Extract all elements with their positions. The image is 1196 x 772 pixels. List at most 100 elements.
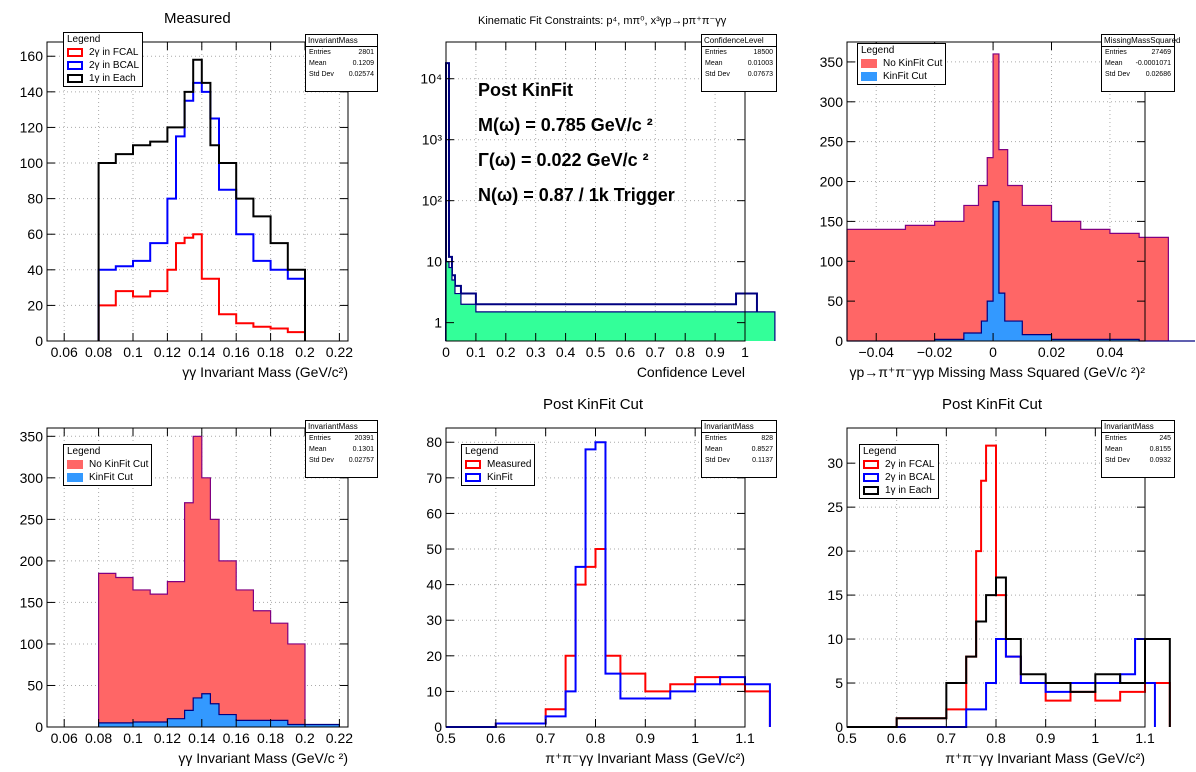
legend-item: 2γ in BCAL: [67, 59, 139, 72]
legend-swatch: [465, 460, 481, 469]
x-tick-label: 0.4: [556, 344, 576, 360]
y-tick-label: 10³: [422, 132, 443, 148]
x-axis-label: π⁺π⁻γγ Invariant Mass (GeV/c²): [945, 750, 1145, 766]
y-tick-label: 0: [35, 719, 43, 735]
legend-label: 2γ in FCAL: [89, 47, 139, 58]
x-tick-label: 0.2: [295, 344, 315, 360]
x-axis-label: γp→π⁺π⁻γγp Missing Mass Squared (GeV/c ²…: [849, 364, 1145, 380]
legend: Legend 2γ in FCAL 2γ in BCAL 1γ in Each: [859, 444, 940, 499]
stats-key: Entries: [1105, 49, 1127, 56]
y-tick-label: 140: [20, 84, 44, 100]
stats-value: 0.02757: [348, 457, 374, 464]
stats-row: Entries 27469: [1102, 47, 1174, 58]
plot-frame: [46, 41, 349, 342]
stats-name: ConfidenceLevel: [702, 35, 776, 47]
x-tick-label: 0.2: [496, 344, 516, 360]
x-tick-label: 1.1: [1135, 730, 1155, 746]
stats-key: Mean: [309, 446, 327, 453]
stats-value: 20391: [354, 435, 374, 442]
stats-row: Mean 0.8155: [1102, 444, 1174, 455]
stats-row: Entries 18500: [702, 47, 776, 58]
stats-row: Std Dev 0.02574: [306, 69, 377, 80]
chart-panel-1: 0.06 0.08 0.1 0.12 0.14 0.16 0.18 0.2 0.22 0 20 40 6…: [0, 0, 398, 386]
x-tick-label: 0.14: [188, 344, 215, 360]
series-1: [846, 53, 1169, 341]
stats-row: Std Dev 0.1137: [702, 455, 776, 466]
series-2: [97, 81, 306, 341]
plot-frame: [846, 41, 1146, 342]
stats-value: 0.02574: [348, 71, 374, 78]
series-3: [97, 58, 306, 341]
y-tick-label: 250: [20, 511, 44, 527]
x-axis-label: γγ Invariant Mass (GeV/c²): [182, 364, 348, 380]
y-tick-label: 300: [820, 94, 844, 110]
legend-item: 2γ in FCAL: [863, 458, 935, 471]
x-tick-label: 0.8: [986, 730, 1006, 746]
annotation: Γ(ω) = 0.022 GeV/c ²: [478, 150, 649, 170]
legend-swatch: [863, 486, 879, 495]
legend-swatch: [861, 72, 877, 81]
stats-key: Std Dev: [705, 457, 730, 464]
x-tick-label: 0.18: [257, 730, 284, 746]
stats-row: Entries 828: [702, 433, 776, 444]
series-1: [98, 435, 306, 727]
legend-header: Legend: [863, 446, 897, 457]
y-tick-label: 80: [426, 434, 442, 450]
stats-row: Entries 20391: [306, 433, 377, 444]
legend-item: Measured: [465, 458, 531, 471]
legend-swatch: [863, 460, 879, 469]
x-tick-label: 0.06: [51, 344, 78, 360]
stats-value: 0.1301: [352, 446, 374, 453]
stats-box: InvariantMass Entries 245 Mean 0.8155 Std Dev…: [1101, 420, 1175, 478]
legend-swatch: [67, 74, 83, 83]
stats-key: Mean: [705, 60, 723, 67]
legend-label: KinFit Cut: [89, 472, 133, 483]
legend-header: Legend: [861, 45, 895, 56]
y-tick-label: 50: [827, 293, 843, 309]
legend-label: KinFit: [487, 472, 513, 483]
x-tick-label: 0: [989, 344, 997, 360]
legend-label: 2γ in BCAL: [89, 60, 140, 71]
series-2: [446, 441, 771, 728]
stats-key: Std Dev: [1105, 71, 1130, 78]
stats-row: Std Dev 0.02686: [1102, 69, 1174, 80]
legend-item: 2γ in FCAL: [67, 46, 139, 59]
legend-label: 2γ in FCAL: [885, 459, 935, 470]
x-axis-label: γγ Invariant Mass (GeV/c ²): [178, 750, 348, 766]
legend: Legend No KinFit Cut KinFit Cut: [857, 43, 947, 85]
legend: Legend Measured KinFit: [461, 444, 536, 486]
series-1: [446, 548, 771, 728]
stats-value: 0.02686: [1145, 71, 1171, 78]
stats-row: Std Dev 0.0932: [1102, 455, 1174, 466]
chart-panel-4: 0.06 0.08 0.1 0.12 0.14 0.16 0.18 0.2 0.22 0 50 100…: [0, 386, 398, 772]
x-tick-label: 0.06: [51, 730, 78, 746]
y-tick-label: 5: [835, 675, 843, 691]
stats-row: Std Dev 0.07673: [702, 69, 776, 80]
stats-name: MissingMassSquared: [1102, 36, 1181, 47]
legend-swatch: [861, 59, 877, 68]
stats-key: Entries: [705, 435, 727, 442]
legend-item: No KinFit Cut: [67, 458, 148, 471]
legend-swatch: [863, 473, 879, 482]
y-tick-label: 30: [426, 612, 442, 628]
y-tick-label: 40: [426, 577, 442, 593]
legend: Legend 2γ in FCAL 2γ in BCAL 1γ in Each: [63, 32, 144, 87]
y-tick-label: 60: [426, 505, 442, 521]
y-tick-label: 30: [827, 455, 843, 471]
y-tick-label: 20: [426, 648, 442, 664]
x-tick-label: 0.08: [85, 344, 112, 360]
x-tick-label: 0.12: [154, 730, 181, 746]
stats-row: Mean 0.8527: [702, 444, 776, 455]
y-tick-label: 20: [827, 543, 843, 559]
legend-swatch: [67, 473, 83, 482]
stats-name: InvariantMass: [1102, 421, 1174, 433]
stats-value: 2801: [358, 49, 374, 56]
stats-box: InvariantMass Entries 20391 Mean 0.1301 Std D…: [305, 420, 378, 478]
stats-row: Mean 0.1209: [306, 58, 377, 69]
series-1: [445, 62, 758, 341]
stats-name: InvariantMass: [306, 35, 377, 47]
y-tick-label: 0: [434, 719, 442, 735]
stats-key: Mean: [309, 60, 327, 67]
legend-label: No KinFit Cut: [89, 459, 149, 470]
chart-panel-2: 0 0.1 0.2 0.3 0.4 0.5 0.6 0.7 0.8 0.9 1 1 10 10² 10³ 10…: [398, 0, 796, 386]
